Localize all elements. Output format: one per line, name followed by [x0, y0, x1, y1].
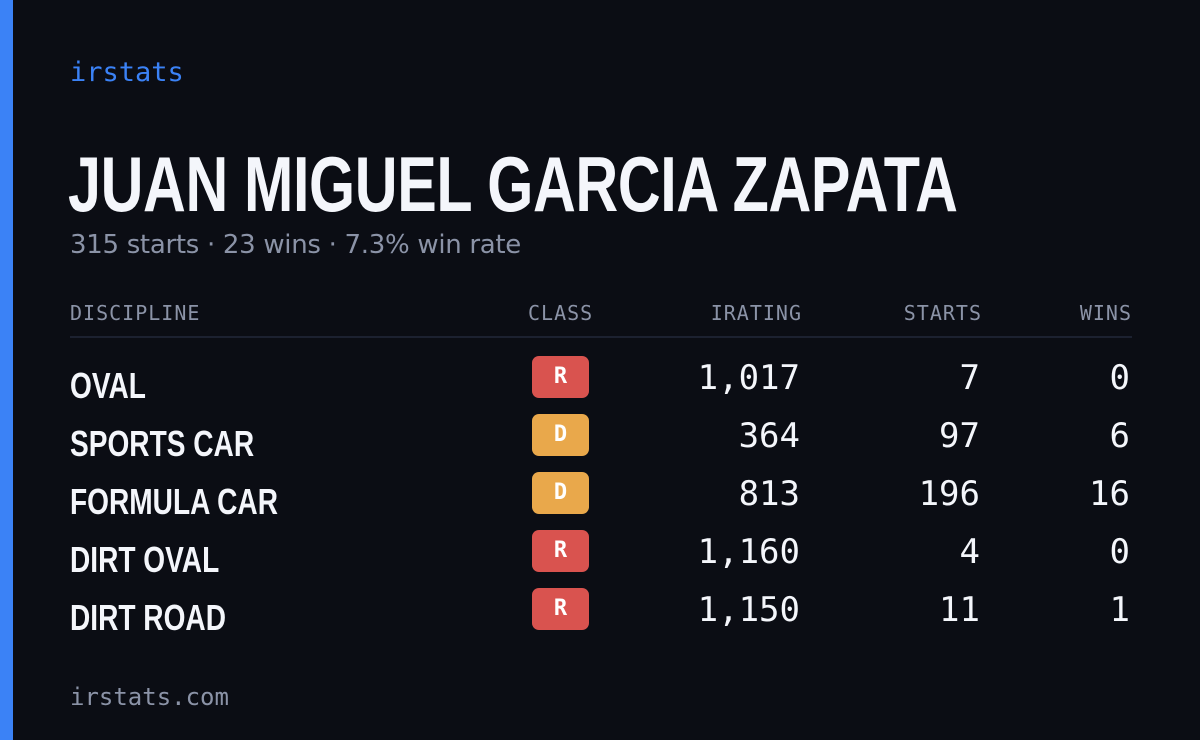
- header-wins: WINS: [1079, 301, 1132, 325]
- starts-value: 7: [959, 358, 980, 398]
- table-row: DIRT OVAL R 1,160 4 0: [70, 528, 1132, 586]
- irating-value: 1,150: [697, 590, 800, 630]
- starts-value: 196: [918, 474, 980, 514]
- header-starts: STARTS: [903, 301, 982, 325]
- header-irating: IRATING: [710, 301, 802, 325]
- table-row: DIRT ROAD R 1,150 11 1: [70, 586, 1132, 644]
- irating-value: 813: [738, 474, 800, 514]
- starts-value: 11: [939, 590, 980, 630]
- wins-value: 0: [1109, 532, 1130, 572]
- irating-value: 1,017: [697, 358, 800, 398]
- wins-value: 1: [1109, 590, 1130, 630]
- class-badge: R: [532, 530, 589, 572]
- class-badge: R: [532, 588, 589, 630]
- table-body: OVAL R 1,017 7 0 SPORTS CAR D 364 97 6 F…: [70, 354, 1132, 644]
- accent-bar: [0, 0, 13, 740]
- footer-url: irstats.com: [70, 683, 229, 711]
- header-discipline: DISCIPLINE: [70, 301, 201, 325]
- irating-value: 1,160: [697, 532, 800, 572]
- discipline-label: SPORTS CAR: [70, 423, 255, 464]
- stats-table: DISCIPLINE CLASS IRATING STARTS WINS OVA…: [70, 296, 1132, 644]
- table-row: FORMULA CAR D 813 196 16: [70, 470, 1132, 528]
- header-class: CLASS: [528, 301, 594, 325]
- discipline-label: DIRT ROAD: [70, 597, 226, 638]
- discipline-label: FORMULA CAR: [70, 481, 278, 522]
- starts-value: 97: [939, 416, 980, 456]
- driver-summary: 315 starts · 23 wins · 7.3% win rate: [70, 230, 522, 260]
- starts-value: 4: [959, 532, 980, 572]
- irating-value: 364: [738, 416, 800, 456]
- driver-name: JUAN MIGUEL GARCIA ZAPATA: [68, 140, 958, 228]
- class-badge: D: [532, 472, 589, 514]
- discipline-label: OVAL: [70, 365, 146, 406]
- wins-value: 0: [1109, 358, 1130, 398]
- class-badge: R: [532, 356, 589, 398]
- wins-value: 6: [1109, 416, 1130, 456]
- class-badge: D: [532, 414, 589, 456]
- discipline-label: DIRT OVAL: [70, 539, 220, 580]
- brand-logo: irstats: [70, 57, 184, 88]
- wins-value: 16: [1089, 474, 1130, 514]
- table-row: OVAL R 1,017 7 0: [70, 354, 1132, 412]
- table-header: DISCIPLINE CLASS IRATING STARTS WINS: [70, 296, 1132, 338]
- table-row: SPORTS CAR D 364 97 6: [70, 412, 1132, 470]
